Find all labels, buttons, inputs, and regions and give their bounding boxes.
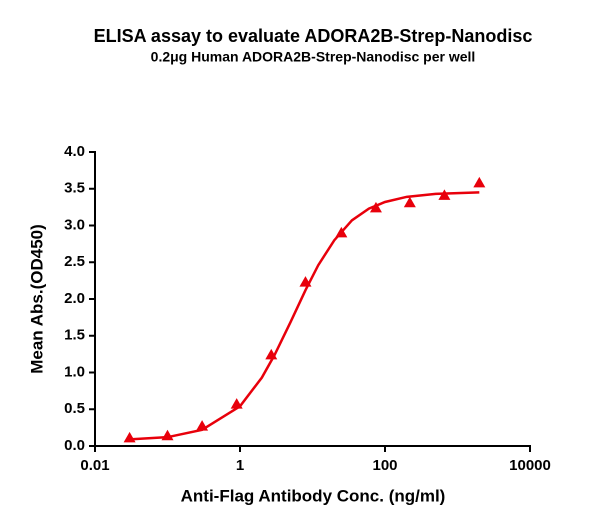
chart-title: ELISA assay to evaluate ADORA2B-Strep-Na… bbox=[94, 26, 533, 46]
y-tick-label: 2.0 bbox=[64, 290, 85, 307]
y-tick-label: 4.0 bbox=[64, 143, 85, 160]
data-point bbox=[196, 420, 209, 431]
y-tick-label: 0.5 bbox=[64, 400, 85, 417]
y-tick-label: 3.0 bbox=[64, 216, 85, 233]
data-point bbox=[403, 196, 416, 208]
x-tick-label: 10000 bbox=[509, 457, 551, 474]
x-tick-label: 1 bbox=[236, 457, 244, 474]
x-tick-label: 100 bbox=[372, 457, 397, 474]
chart-subtitle: 0.2μg Human ADORA2B-Strep-Nanodisc per w… bbox=[151, 49, 476, 65]
x-axis-label: Anti-Flag Antibody Conc. (ng/ml) bbox=[181, 486, 446, 505]
y-tick-label: 0.0 bbox=[64, 437, 85, 454]
y-tick-label: 1.5 bbox=[64, 327, 85, 344]
data-point bbox=[123, 431, 136, 443]
data-point bbox=[161, 429, 174, 441]
y-tick-label: 1.0 bbox=[64, 363, 85, 380]
data-point bbox=[438, 189, 451, 200]
fit-curve bbox=[129, 191, 480, 441]
y-tick-label: 3.5 bbox=[64, 180, 85, 197]
data-point bbox=[299, 276, 312, 287]
data-point bbox=[265, 348, 278, 360]
data-point bbox=[369, 201, 382, 213]
data-point bbox=[335, 226, 348, 238]
data-point bbox=[230, 398, 243, 409]
y-axis-label: Mean Abs.(OD450) bbox=[27, 224, 46, 374]
data-point bbox=[473, 176, 486, 188]
x-tick-label: 0.01 bbox=[80, 457, 109, 474]
y-tick-label: 2.5 bbox=[64, 253, 85, 270]
